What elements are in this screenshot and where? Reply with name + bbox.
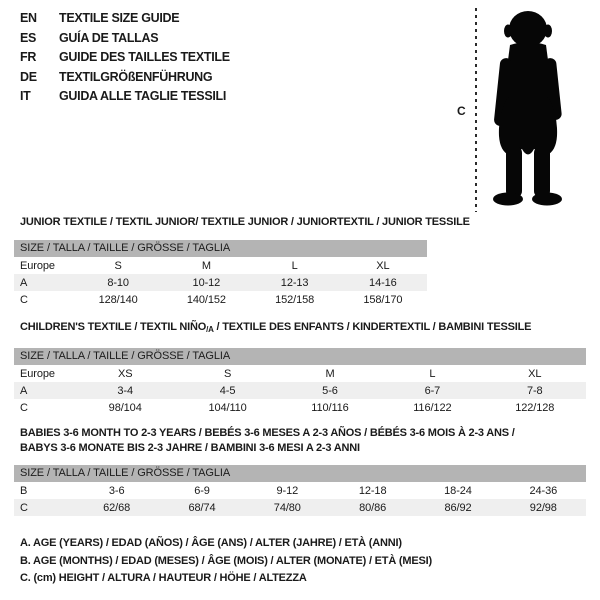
language-title: GUÍA DE TALLAS — [59, 30, 159, 45]
section-children-textile: CHILDREN'S TEXTILE / TEXTIL NIÑO/A / TEX… — [14, 321, 586, 416]
size-value-cell: 86/92 — [444, 501, 472, 514]
language-legend: EN TEXTILE SIZE GUIDE ES GUÍA DE TALLAS … — [20, 11, 230, 109]
section-title-prefix: CHILDREN'S TEXTILE / TEXTIL NIÑO — [20, 321, 207, 333]
language-title: TEXTILGRÖßENFÜHRUNG — [59, 69, 213, 84]
language-code: ES — [20, 30, 37, 45]
language-title: GUIDE DES TAILLES TEXTILE — [59, 50, 230, 64]
height-measure-label: C — [457, 104, 466, 118]
table-row: C 128/140 140/152 152/158 158/170 — [14, 291, 427, 308]
babies-size-table: B 3-6 6-9 9-12 12-18 18-24 24-36 C 62/68… — [14, 482, 586, 516]
size-value-cell: 158/170 — [363, 293, 403, 306]
table-row: Europe S M L XL — [14, 257, 427, 274]
junior-size-table: Europe S M L XL A 8-10 10-12 12-13 14-16… — [14, 257, 427, 308]
language-title: GUIDA ALLE TAGLIE TESSILI — [59, 89, 227, 103]
language-code: FR — [20, 50, 37, 64]
size-value-cell: 6-7 — [424, 384, 441, 397]
size-header-bar: SIZE / TALLA / TAILLE / GRÖSSE / TAGLIA — [14, 240, 427, 257]
table-row: C 98/104 104/110 110/116 116/122 122/128 — [14, 399, 586, 416]
row-label-cell: Europe — [20, 259, 55, 272]
size-value-cell: 9-12 — [276, 484, 299, 497]
size-header-bar: SIZE / TALLA / TAILLE / GRÖSSE / TAGLIA — [14, 348, 586, 365]
size-value-cell: 152/158 — [275, 293, 315, 306]
section-title-line2: BABYS 3-6 MONATE BIS 2-3 JAHRE / BAMBINI… — [20, 442, 360, 454]
size-value-cell: 10-12 — [192, 276, 221, 289]
footnote-a: A. AGE (YEARS) / EDAD (AÑOS) / ÂGE (ANS)… — [20, 537, 402, 549]
size-value-cell: 92/98 — [529, 501, 557, 514]
row-label-cell: C — [20, 293, 28, 306]
size-value-cell: 128/140 — [98, 293, 138, 306]
row-label-cell: Europe — [20, 367, 55, 380]
size-value-cell: XL — [376, 259, 390, 272]
size-value-cell: 140/152 — [186, 293, 226, 306]
size-value-cell: 14-16 — [369, 276, 397, 289]
toddler-silhouette — [493, 11, 562, 206]
language-row: ES GUÍA DE TALLAS — [20, 31, 230, 51]
language-title: TEXTILE SIZE GUIDE — [59, 11, 180, 25]
language-row: FR GUIDE DES TAILLES TEXTILE — [20, 50, 230, 70]
table-row: Europe XS S M L XL — [14, 365, 586, 382]
size-value-cell: XS — [117, 367, 133, 380]
language-row: EN TEXTILE SIZE GUIDE — [20, 11, 230, 31]
language-code: EN — [20, 11, 37, 25]
footnotes: A. AGE (YEARS) / EDAD (AÑOS) / ÂGE (ANS)… — [20, 535, 432, 588]
size-value-cell: 6-9 — [194, 484, 210, 497]
size-header-bar: SIZE / TALLA / TAILLE / GRÖSSE / TAGLIA — [14, 465, 586, 482]
size-value-cell: 74/80 — [273, 501, 301, 514]
size-value-cell: 18-24 — [444, 484, 472, 497]
size-value-cell: 24-36 — [529, 484, 558, 497]
section-title-subscript: /A — [206, 325, 214, 334]
section-title-line1: BABIES 3-6 MONTH TO 2-3 YEARS / BEBÉS 3-… — [20, 427, 515, 439]
language-code: DE — [20, 69, 37, 84]
row-label-cell: C — [20, 401, 28, 414]
footnote-c: C. (cm) HEIGHT / ALTURA / HAUTEUR / HÖHE… — [20, 572, 307, 584]
size-value-cell: XL — [528, 367, 542, 380]
size-value-cell: 98/104 — [108, 401, 142, 414]
size-value-cell: 7-8 — [526, 384, 543, 397]
section-title: CHILDREN'S TEXTILE / TEXTIL NIÑO/A / TEX… — [20, 321, 586, 336]
size-value-cell: 110/116 — [311, 401, 349, 414]
size-value-cell: 116/122 — [413, 401, 452, 414]
size-value-cell: 12-18 — [358, 484, 387, 497]
table-row: A 8-10 10-12 12-13 14-16 — [14, 274, 427, 291]
size-value-cell: 80/86 — [359, 501, 387, 514]
size-value-cell: S — [223, 367, 232, 380]
size-value-cell: 5-6 — [322, 384, 338, 397]
size-value-cell: S — [114, 259, 122, 272]
section-babies-textile: BABIES 3-6 MONTH TO 2-3 YEARS / BEBÉS 3-… — [14, 426, 586, 516]
size-value-cell: 68/74 — [188, 501, 216, 514]
size-value-cell: M — [201, 259, 211, 272]
row-label-cell: A — [20, 384, 28, 397]
row-label-cell: B — [20, 484, 28, 497]
row-label-cell: A — [20, 276, 28, 289]
language-row: DE TEXTILGRÖßENFÜHRUNG — [20, 70, 230, 90]
size-value-cell: 4-5 — [219, 384, 236, 397]
size-value-cell: L — [429, 367, 436, 380]
size-value-cell: 62/68 — [103, 501, 131, 514]
size-value-cell: 3-4 — [117, 384, 133, 397]
size-value-cell: 3-6 — [108, 484, 125, 497]
size-value-cell: 104/110 — [208, 401, 247, 414]
section-title: JUNIOR TEXTILE / TEXTIL JUNIOR/ TEXTILE … — [20, 216, 470, 228]
section-title: BABIES 3-6 MONTH TO 2-3 YEARS / BEBÉS 3-… — [20, 426, 586, 456]
footnote-b: B. AGE (MONTHS) / EDAD (MESES) / ÂGE (MO… — [20, 554, 432, 567]
size-value-cell: M — [325, 367, 335, 380]
size-value-cell: L — [291, 259, 298, 272]
table-row: B 3-6 6-9 9-12 12-18 18-24 24-36 — [14, 482, 586, 499]
language-code: IT — [20, 89, 31, 103]
table-row: C 62/68 68/74 74/80 80/86 86/92 92/98 — [14, 499, 586, 516]
section-junior-textile: JUNIOR TEXTILE / TEXTIL JUNIOR/ TEXTILE … — [14, 216, 470, 308]
table-row: A 3-4 4-5 5-6 6-7 7-8 — [14, 382, 586, 399]
language-row: IT GUIDA ALLE TAGLIE TESSILI — [20, 89, 230, 109]
size-value-cell: 8-10 — [107, 276, 129, 289]
size-value-cell: 122/128 — [515, 401, 555, 414]
row-label-cell: C — [20, 501, 28, 514]
section-title-suffix: / TEXTILE DES ENFANTS / KINDERTEXTIL / B… — [213, 321, 532, 333]
size-value-cell: 12-13 — [280, 276, 309, 289]
children-size-table: Europe XS S M L XL A 3-4 4-5 5-6 6-7 7-8… — [14, 365, 586, 416]
height-measure-dashed-line — [475, 8, 477, 212]
